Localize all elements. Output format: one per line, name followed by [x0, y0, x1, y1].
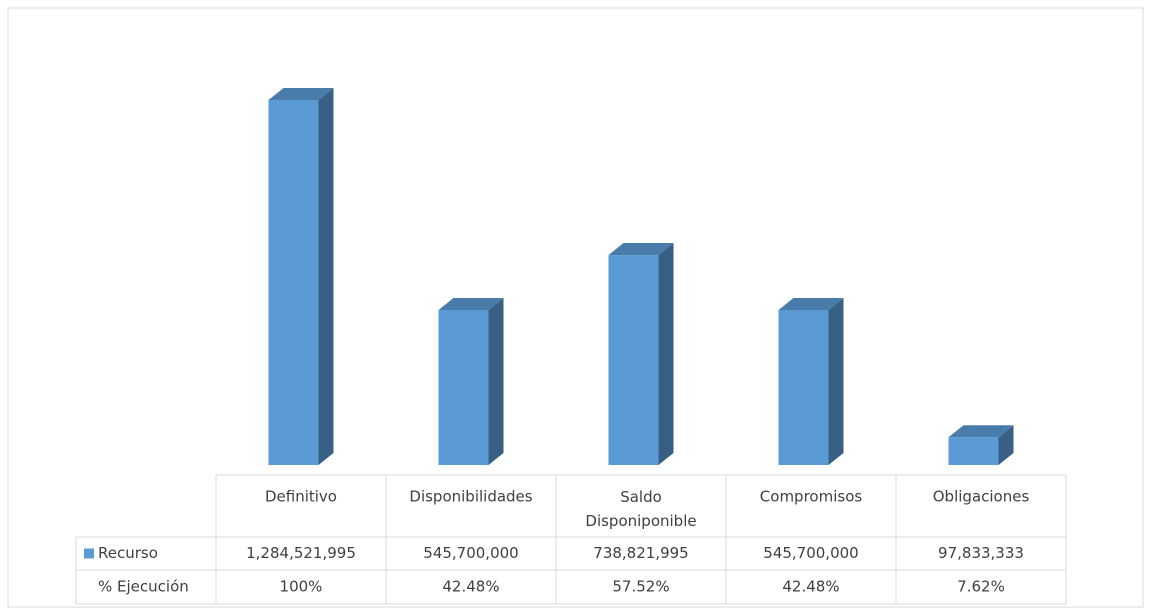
- table-value: 7.62%: [957, 578, 1005, 596]
- bar: [949, 425, 1014, 465]
- bar-face: [489, 298, 504, 465]
- bar-face: [319, 88, 334, 465]
- table-value: 545,700,000: [423, 544, 518, 562]
- legend-label: Recurso: [98, 544, 158, 562]
- bar: [269, 88, 334, 465]
- bar-face: [439, 310, 489, 465]
- bar-face: [949, 437, 999, 465]
- bar: [779, 298, 844, 465]
- table-value: 42.48%: [782, 578, 839, 596]
- table-value: 1,284,521,995: [246, 544, 356, 562]
- table-value: 42.48%: [442, 578, 499, 596]
- category-label: Disponibilidades: [409, 488, 532, 506]
- bar-face: [659, 243, 674, 465]
- legend-swatch: [84, 549, 94, 559]
- category-label: Definitivo: [265, 488, 337, 506]
- bar-face: [609, 255, 659, 465]
- row-label: % Ejecución: [98, 578, 189, 596]
- chart: DefinitivoDisponibilidadesSaldoDisponipo…: [0, 0, 1151, 615]
- table-value: 100%: [280, 578, 323, 596]
- category-label: Obligaciones: [933, 488, 1030, 506]
- bar-face: [779, 310, 829, 465]
- table-value: 738,821,995: [593, 544, 688, 562]
- bar-face: [829, 298, 844, 465]
- table-value: 97,833,333: [938, 544, 1024, 562]
- bar: [439, 298, 504, 465]
- table-value: 545,700,000: [763, 544, 858, 562]
- chart-frame: [8, 8, 1143, 607]
- bar-face: [269, 100, 319, 465]
- bar: [609, 243, 674, 465]
- table-value: 57.52%: [612, 578, 669, 596]
- category-label: Compromisos: [760, 488, 863, 506]
